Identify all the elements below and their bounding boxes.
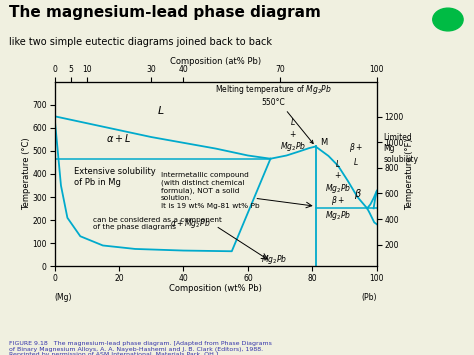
Text: (Mg): (Mg) bbox=[55, 293, 72, 302]
Text: $L$
$+$
$Mg_2Pb$: $L$ $+$ $Mg_2Pb$ bbox=[325, 158, 351, 195]
Text: M: M bbox=[320, 138, 328, 147]
Text: $L$: $L$ bbox=[157, 104, 164, 116]
Y-axis label: Temperature (°F): Temperature (°F) bbox=[405, 138, 414, 210]
X-axis label: Composition (at% Pb): Composition (at% Pb) bbox=[170, 56, 261, 66]
X-axis label: Composition (wt% Pb): Composition (wt% Pb) bbox=[169, 284, 262, 293]
Text: $\alpha + Mg_2Pb$: $\alpha + Mg_2Pb$ bbox=[170, 217, 210, 230]
Text: Intermetallic compound
(with distinct chemical
formula), NOT a solid
solution.
I: Intermetallic compound (with distinct ch… bbox=[161, 171, 259, 209]
Text: Limited
Mg
solubility: Limited Mg solubility bbox=[383, 133, 418, 164]
Text: $\alpha + L$: $\alpha + L$ bbox=[106, 132, 132, 144]
Text: like two simple eutectic diagrams joined back to back: like two simple eutectic diagrams joined… bbox=[9, 37, 273, 47]
Text: The magnesium-lead phase diagram: The magnesium-lead phase diagram bbox=[9, 5, 321, 20]
Text: $\beta$: $\beta$ bbox=[354, 187, 362, 201]
Text: Extensive solubility
of Pb in Mg: Extensive solubility of Pb in Mg bbox=[74, 167, 155, 187]
Text: $\beta +$
$L$: $\beta +$ $L$ bbox=[349, 141, 363, 167]
Text: Melting temperature of $Mg_2Pb$
550°C: Melting temperature of $Mg_2Pb$ 550°C bbox=[215, 83, 332, 143]
Text: (Pb): (Pb) bbox=[361, 293, 377, 302]
Text: $L$
$+$
$Mg_2Pb$: $L$ $+$ $Mg_2Pb$ bbox=[280, 116, 306, 153]
Text: can be considered as a component
of the phase diagrams: can be considered as a component of the … bbox=[93, 217, 222, 230]
Text: $\beta +$
$Mg_2Pb$: $\beta +$ $Mg_2Pb$ bbox=[325, 194, 351, 222]
Text: $Mg_2Pb$: $Mg_2Pb$ bbox=[261, 253, 287, 266]
Y-axis label: Temperature (°C): Temperature (°C) bbox=[22, 138, 31, 210]
Text: FIGURE 9.18   The magnesium-lead phase diagram. [Adapted from Phase Diagrams
of : FIGURE 9.18 The magnesium-lead phase dia… bbox=[9, 341, 273, 355]
